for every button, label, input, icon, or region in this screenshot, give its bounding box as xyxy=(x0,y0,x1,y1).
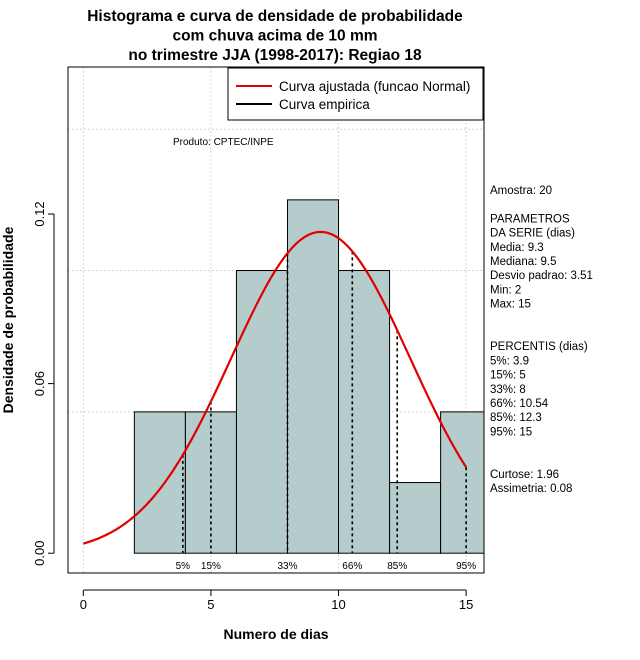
side-panel-stats: Amostra: 20 PARAMETROS DA SERIE (dias) Me… xyxy=(490,185,593,495)
histogram-bar xyxy=(338,270,391,554)
histogram-bars xyxy=(133,199,484,554)
side-panel-line: DA SERIE (dias) xyxy=(490,228,575,240)
percentile-label: 66% xyxy=(342,561,362,572)
percentile-label: 15% xyxy=(201,561,221,572)
side-panel-line: Max: 15 xyxy=(490,299,531,311)
percentile-label: 85% xyxy=(387,561,407,572)
title-line: com chuva acima de 10 mm xyxy=(172,28,377,45)
x-tick-label: 5 xyxy=(207,597,214,612)
x-tick-label: 0 xyxy=(80,597,87,612)
axes: 0 5 10 15 0.00 0.06 0.12 xyxy=(32,201,473,612)
fitted-curve xyxy=(83,230,468,545)
fitted-curve-line xyxy=(83,230,468,545)
side-panel-line: 95%: 15 xyxy=(490,426,532,438)
side-panel-line: PERCENTIS (dias) xyxy=(490,341,588,353)
side-panel-line: 5%: 3.9 xyxy=(490,355,529,367)
legend-entry-label: Curva ajustada (funcao Normal) xyxy=(279,79,470,94)
y-tick-label: 0.06 xyxy=(32,371,47,396)
side-panel-line: PARAMETROS xyxy=(490,213,570,225)
y-tick-label: 0.00 xyxy=(32,541,47,566)
title-line: no trimestre JJA (1998-2017): Regiao 18 xyxy=(128,47,422,64)
chart-title: Histograma e curva de densidade de proba… xyxy=(87,8,463,64)
plot-frame xyxy=(67,66,485,574)
legend-box xyxy=(227,67,484,121)
histogram-bar xyxy=(235,270,288,554)
y-tick-label: 0.12 xyxy=(32,201,47,226)
percentile-label: 33% xyxy=(277,561,297,572)
side-panel-line: Desvio padrao: 3.51 xyxy=(490,270,593,282)
title-line: Histograma e curva de densidade de proba… xyxy=(87,8,463,25)
side-panel-line: Media: 9.3 xyxy=(490,242,544,254)
side-panel-line: Curtose: 1.96 xyxy=(490,469,559,481)
legend: Curva ajustada (funcao Normal) Curva empi… xyxy=(227,67,484,121)
side-panel-line: 15%: 5 xyxy=(490,370,526,382)
side-panel-line: 85%: 12.3 xyxy=(490,412,542,424)
side-panel-line: Assimetria: 0.08 xyxy=(490,483,572,495)
x-axis-label: Numero de dias xyxy=(223,626,328,642)
product-note: Produto: CPTEC/INPE xyxy=(173,137,274,148)
side-panel-line: Mediana: 9.5 xyxy=(490,256,557,268)
side-panel-line: Min: 2 xyxy=(490,284,521,296)
percentile-label: 5% xyxy=(176,561,191,572)
x-tick-label: 10 xyxy=(331,597,345,612)
legend-entry-label: Curva empirica xyxy=(279,97,370,112)
side-panel-line: Amostra: 20 xyxy=(490,185,552,197)
histogram-bar xyxy=(286,199,340,554)
percentile-lines: 5% 15% 33% 66% 85% 95% xyxy=(176,251,476,572)
histogram-bar xyxy=(133,411,186,554)
x-tick-label: 15 xyxy=(459,597,473,612)
side-panel-line: 33%: 8 xyxy=(490,384,526,396)
percentile-label: 95% xyxy=(456,561,476,572)
side-panel-line: 66%: 10.54 xyxy=(490,398,549,410)
y-axis-label: Densidade de probabilidade xyxy=(0,226,16,413)
